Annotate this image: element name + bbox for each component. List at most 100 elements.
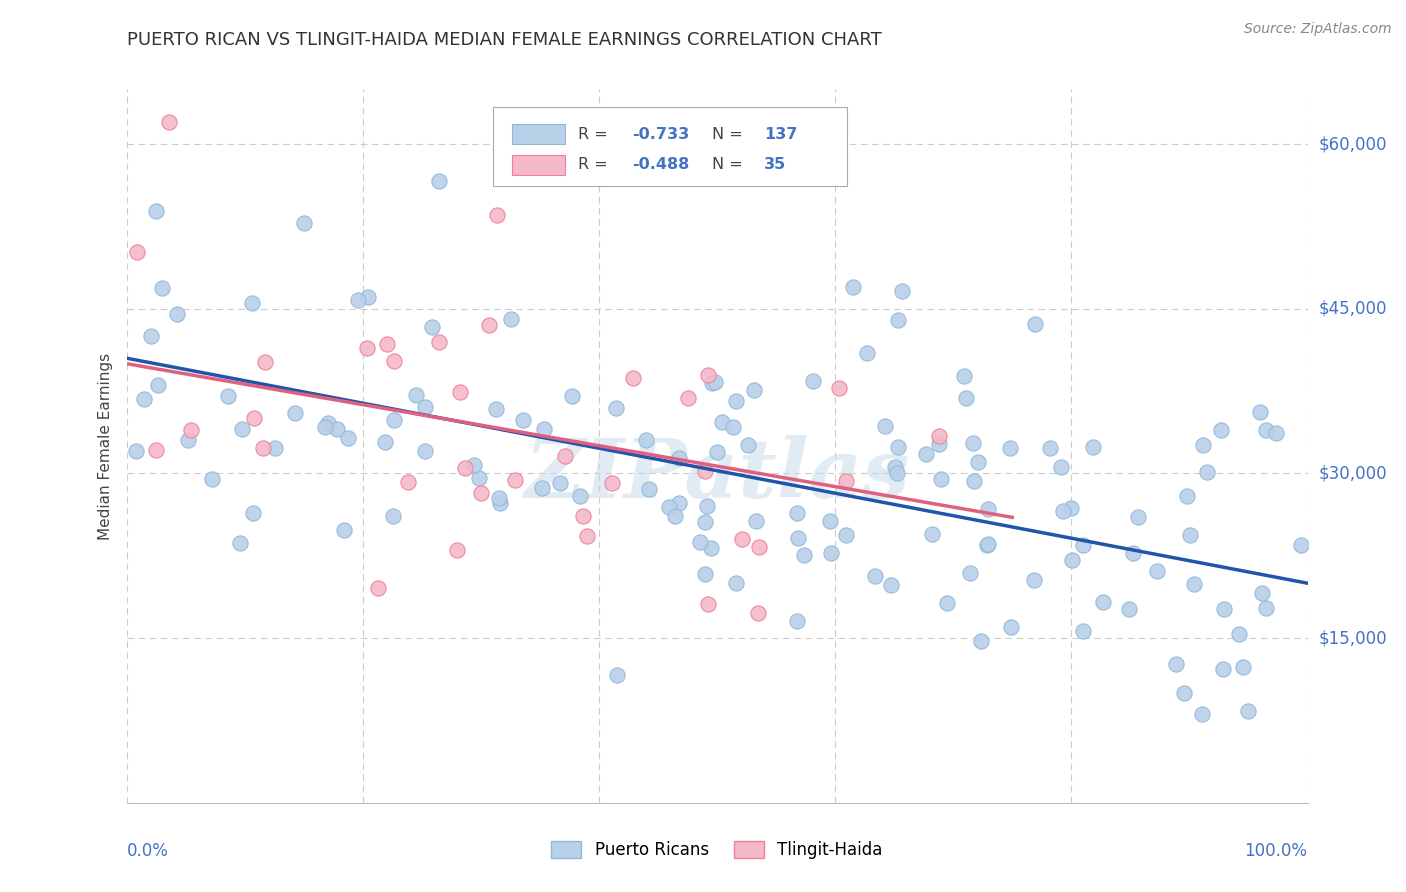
Point [875,418,897,433]
Point [786,532,808,546]
Point [201,472,224,486]
Point [561,389,583,403]
Point [1081,440,1104,454]
Point [962,435,984,450]
Point [1060,500,1083,515]
Point [700,376,723,391]
Text: 137: 137 [765,127,797,142]
Point [463,458,485,473]
Point [550,475,572,490]
Point [356,341,378,355]
Point [1060,553,1083,567]
Point [468,471,491,485]
Point [1197,465,1219,479]
Point [658,500,681,514]
Point [1000,620,1022,634]
Point [575,529,598,543]
Point [977,502,1000,516]
Point [842,279,865,293]
Point [252,442,274,456]
Point [676,391,699,405]
Point [1146,564,1168,578]
Point [1227,627,1250,641]
Point [835,474,858,488]
Bar [512,124,565,145]
Text: $30,000: $30,000 [1319,465,1388,483]
Y-axis label: Median Female Earnings: Median Female Earnings [98,352,114,540]
Point [970,634,993,648]
Point [1213,601,1236,615]
Point [742,383,765,397]
Point [977,536,1000,550]
Point [512,412,534,426]
Point [700,541,723,556]
Point [1254,601,1277,615]
Point [470,486,492,500]
Point [486,208,509,222]
Point [935,596,957,610]
Point [145,204,167,219]
Point [1249,405,1271,419]
Point [1039,442,1062,456]
Point [1024,573,1046,587]
Point [382,509,405,524]
Point [284,406,307,420]
Point [793,549,815,563]
Point [818,514,841,528]
Point [745,514,768,528]
Point [177,433,200,447]
Point [693,515,716,529]
Point [150,281,173,295]
Point [696,500,718,514]
Point [489,496,512,510]
Point [148,377,170,392]
Point [1164,657,1187,671]
Point [820,546,842,560]
Point [253,355,276,369]
Point [880,578,903,592]
Point [1212,662,1234,676]
Point [693,464,716,478]
Text: 35: 35 [765,157,786,172]
Point [367,582,389,596]
Point [488,491,510,505]
Text: R =: R = [578,157,613,172]
Point [668,451,690,466]
Point [884,460,907,475]
Text: -0.733: -0.733 [633,127,689,142]
Point [264,442,287,456]
Point [427,334,450,349]
Point [998,441,1021,455]
Point [1182,577,1205,591]
Point [915,447,938,461]
Point [748,540,770,554]
Point [865,568,887,582]
Point [568,489,591,503]
Point [530,481,553,495]
Point [413,444,436,458]
Point [706,445,728,459]
Bar [512,155,565,175]
Point [664,508,686,523]
Point [1209,423,1232,437]
Point [454,461,477,475]
Point [449,384,471,399]
Point [886,466,908,480]
Point [929,472,952,486]
Point [318,416,340,430]
Point [1071,538,1094,552]
Point [357,290,380,304]
Point [374,435,396,450]
Point [1191,438,1213,452]
Point [134,392,156,406]
Point [828,381,851,395]
Point [166,308,188,322]
Point [1191,707,1213,722]
Point [710,415,733,429]
Point [721,420,744,434]
Point [1118,602,1140,616]
Point [1122,546,1144,560]
Text: $15,000: $15,000 [1319,629,1388,647]
Point [478,318,501,333]
Point [420,320,443,334]
